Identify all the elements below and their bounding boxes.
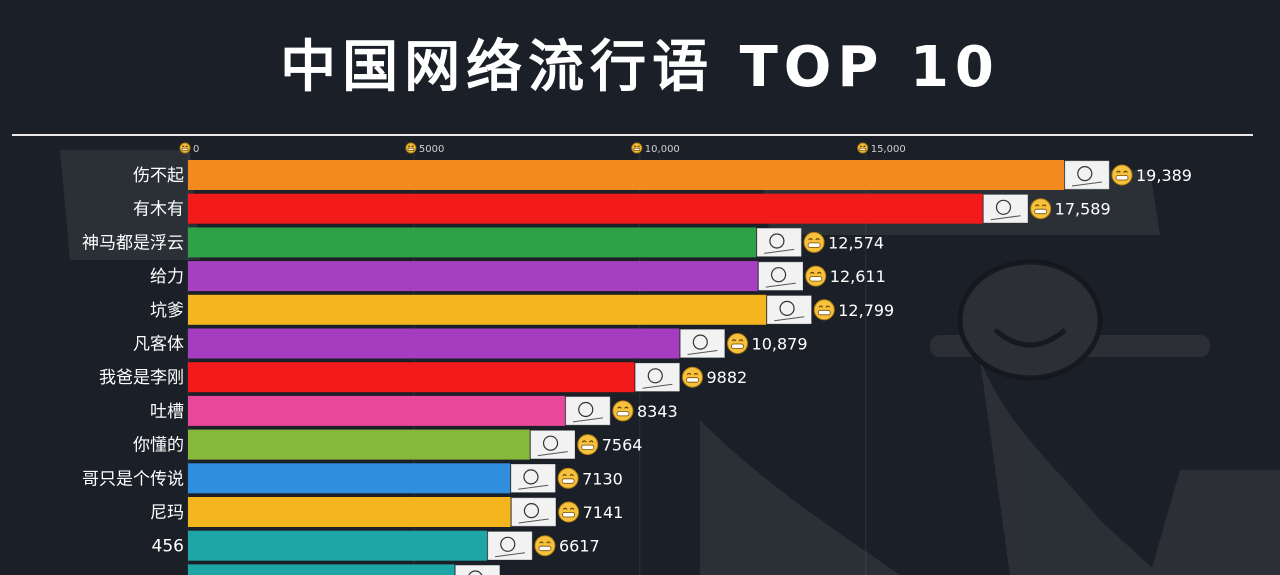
value-emoji-icon <box>557 467 579 489</box>
meme-thumbnail-image <box>530 430 575 459</box>
category-label: 坑爹 <box>150 301 184 321</box>
bar-value-label: 19,389 <box>1136 166 1192 185</box>
x-tick-label: 10,000 <box>645 144 680 155</box>
chart-title: 中国网络流行语 TOP 10 <box>280 35 1000 100</box>
bar-value-label: 8343 <box>637 402 678 421</box>
meme-thumbnail-image <box>1064 160 1110 190</box>
value-emoji-icon <box>1111 164 1133 186</box>
tick-emoji-icon <box>631 142 643 154</box>
value-emoji-icon <box>577 434 599 456</box>
meme-thumbnail-image <box>756 228 802 257</box>
bar-value-label: 17,589 <box>1055 200 1111 219</box>
category-label: 神马都是浮云 <box>82 233 184 253</box>
meme-thumbnail-image <box>510 464 556 493</box>
bar-value-label: 6617 <box>559 537 600 556</box>
value-emoji-icon <box>558 501 580 523</box>
bar <box>188 362 635 393</box>
bar <box>188 564 455 575</box>
meme-thumbnail-image <box>487 531 533 560</box>
bar-value-label: 10,879 <box>752 335 808 354</box>
meme-thumbnail-image <box>565 396 611 426</box>
meme-thumbnail-image <box>758 261 804 291</box>
meme-thumbnail-image <box>983 194 1028 223</box>
title-divider <box>12 134 1253 136</box>
value-emoji-icon <box>534 535 556 557</box>
bar <box>188 497 511 527</box>
value-emoji-icon <box>1030 198 1052 220</box>
category-label: 尼玛 <box>150 503 184 523</box>
bar <box>188 261 758 292</box>
bar-value-label: 12,574 <box>828 233 884 252</box>
meme-thumbnail-image <box>455 565 500 575</box>
bar-value-label: 9882 <box>706 368 747 387</box>
bar-value-label: 7564 <box>602 436 643 455</box>
category-label: 吐槽 <box>150 402 184 422</box>
category-label: 你懂的 <box>133 436 184 456</box>
x-tick-label: 5000 <box>419 144 444 155</box>
category-label: 给力 <box>150 267 184 287</box>
meme-thumbnail-image <box>635 362 680 392</box>
bar <box>188 463 511 494</box>
value-emoji-icon <box>813 299 835 321</box>
bar <box>188 429 530 460</box>
bar <box>188 294 767 325</box>
bar <box>188 530 487 561</box>
x-tick-label: 0 <box>193 144 199 155</box>
value-emoji-icon <box>805 265 827 287</box>
tick-emoji-icon <box>179 142 191 154</box>
category-label: 哥只是个传说 <box>82 469 184 489</box>
bar <box>188 227 757 258</box>
x-tick-label: 15,000 <box>871 144 906 155</box>
bar-value-label: 12,799 <box>838 301 894 320</box>
bar <box>188 328 680 359</box>
meme-thumbnail-image <box>680 329 725 358</box>
bar-value-label: 7130 <box>582 469 623 488</box>
category-label: 456 <box>152 537 184 557</box>
category-label: 凡客体 <box>133 335 184 355</box>
meme-thumbnail-image <box>767 295 812 325</box>
bar <box>188 193 983 224</box>
category-label: 我爸是李刚 <box>99 368 184 388</box>
value-emoji-icon <box>727 333 749 354</box>
bar-value-label: 12,611 <box>830 267 886 286</box>
value-emoji-icon <box>681 366 703 388</box>
category-label: 伤不起 <box>133 166 184 186</box>
tick-emoji-icon <box>405 142 417 154</box>
tick-emoji-icon <box>857 142 869 154</box>
category-label: 有木有 <box>133 200 184 220</box>
value-emoji-icon <box>803 231 825 253</box>
bar <box>188 395 565 426</box>
value-emoji-icon <box>612 400 634 422</box>
meme-thumbnail-image <box>511 497 556 527</box>
bar <box>188 160 1064 190</box>
bar-value-label: 7141 <box>583 503 624 522</box>
